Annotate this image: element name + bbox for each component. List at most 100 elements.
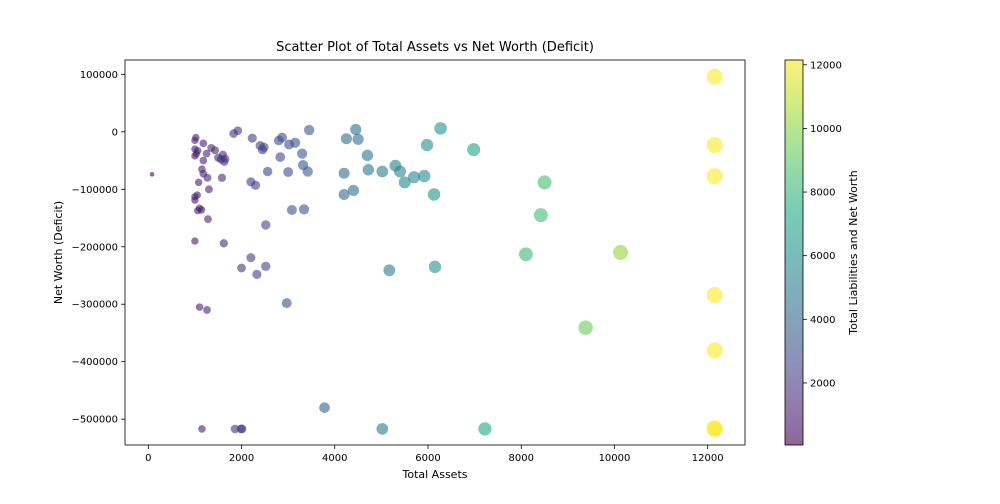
scatter-point [706,287,723,304]
x-tick-label: 8000 [509,453,534,464]
scatter-point [286,204,297,215]
scatter-point [193,191,201,199]
chart-title: Scatter Plot of Total Assets vs Net Wort… [276,40,594,55]
x-tick-label: 12000 [692,453,724,464]
x-axis-ticks: 0 2000 4000 6000 8000 10000 12000 [145,445,724,464]
scatter-point [578,320,593,336]
scatter-point [247,133,257,143]
scatter-point [237,263,246,273]
scatter-point [283,167,294,178]
plot-frame [124,59,746,446]
y-tick-label: −500000 [71,415,118,426]
scatter-point [204,215,212,224]
scatter-point [533,208,548,223]
colorbar-tick-label: 2000 [810,378,835,389]
scatter-point [199,139,208,148]
scatter-point [361,149,374,162]
scatter-point [407,171,421,184]
scatter-point [347,184,360,197]
scatter-point [537,175,552,190]
x-tick-label: 2000 [229,453,254,464]
scatter-point [478,422,492,436]
scatter-point [221,154,230,164]
scatter-point [237,424,247,434]
x-tick-label: 0 [145,453,151,464]
scatter-point [261,220,271,230]
scatter-point [297,148,308,159]
x-tick-label: 10000 [599,453,631,464]
scatter-point [398,176,411,189]
scatter-point [338,188,350,200]
x-tick-label: 6000 [415,453,440,464]
scatter-point [277,132,287,143]
scatter-point [203,173,212,182]
colorbar-tick-label: 6000 [810,251,835,262]
scatter-point [519,247,533,262]
y-tick-label: −100000 [71,185,118,196]
scatter-point [290,137,301,148]
scatter-point [383,264,396,277]
scatter-point [706,420,723,437]
scatter-point [706,68,723,85]
scatter-point [376,423,389,435]
x-axis-label: Total Assets [402,468,468,481]
scatter-point [418,169,431,183]
scatter-point [250,180,261,190]
scatter-point [298,204,310,215]
scatter-point [281,298,292,309]
scatter-point [350,123,362,136]
colorbar-tick-label: 12000 [810,60,842,71]
scatter-point [219,239,228,248]
scatter-point [427,188,441,201]
y-tick-label: −300000 [71,300,118,311]
scatter-point [420,138,434,152]
colorbar-ticks: 2000 4000 6000 8000 10000 12000 [803,60,842,389]
scatter-point [210,146,219,155]
scatter-point [199,156,208,165]
scatter-point [262,166,273,177]
scatter-points [149,68,723,437]
colorbar-tick-label: 10000 [810,124,842,135]
scatter-point [303,124,315,136]
scatter-point [376,165,389,178]
colorbar-label: Total Liabilities and Net Worth [847,170,860,335]
colorbar-tick-label: 4000 [810,315,835,326]
scatter-point [434,122,447,135]
y-tick-label: 100000 [80,70,118,81]
scatter-point [706,342,723,359]
scatter-point [246,253,256,263]
scatter-point [217,173,227,182]
scatter-point [706,168,723,185]
scatter-point [340,133,352,145]
scatter-point [706,137,723,154]
scatter-point [191,237,199,245]
x-tick-label: 4000 [322,453,347,464]
y-tick-label: −200000 [71,242,118,253]
colorbar-tick-label: 8000 [810,188,835,199]
scatter-point [428,260,442,274]
scatter-point [202,149,211,158]
colorbar-frame [784,59,804,446]
scatter-point [275,152,286,162]
scatter-point [149,172,155,177]
scatter-point [195,303,204,311]
scatter-point [319,402,330,413]
scatter-point [192,133,200,142]
scatter-point [394,165,407,178]
colorbar-gradient [785,60,803,445]
scatter-point [261,261,271,272]
scatter-point [197,206,206,214]
scatter-point [352,133,364,145]
scatter-point [233,126,243,136]
scatter-point [203,306,211,314]
y-tick-label: −400000 [71,357,118,368]
y-tick-label: 0 [112,127,118,138]
scatter-point [198,425,206,433]
y-axis-label: Net Worth (Deficit) [52,201,65,304]
scatter-point [362,164,375,176]
scatter-point [204,185,213,194]
y-axis-ticks: 100000 0 −100000 −200000 −300000 −400000 −5000… [71,70,125,426]
scatter-point [230,424,240,434]
